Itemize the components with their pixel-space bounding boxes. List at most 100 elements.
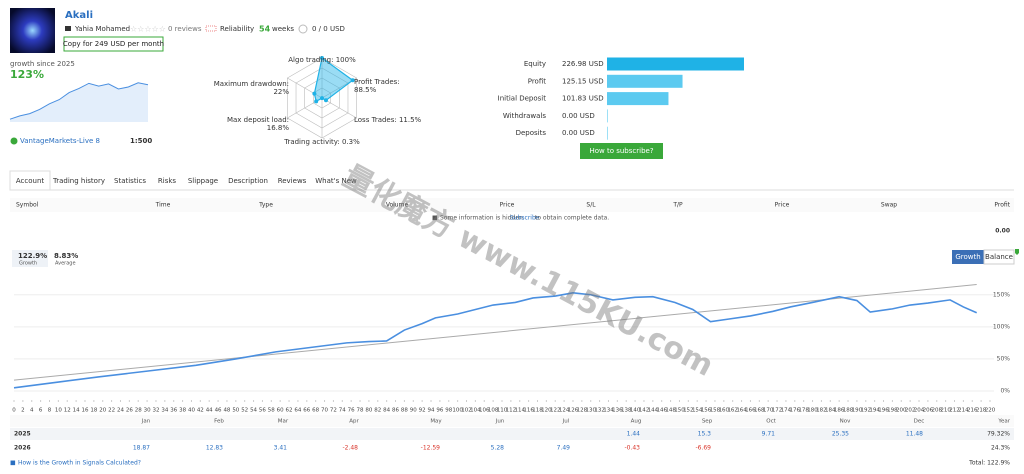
- stars: ☆☆☆☆☆: [130, 25, 166, 34]
- help-icon: ■: [10, 460, 16, 467]
- year-cell: 79.32%: [987, 431, 1010, 438]
- month-header: Jun: [495, 419, 505, 425]
- bar-value-label: 0.00 USD: [562, 112, 595, 120]
- month-header: May: [430, 419, 442, 425]
- x-tick-label: 206: [923, 408, 934, 414]
- y-tick-label: 100%: [993, 323, 1010, 330]
- year-cell: 9.71: [762, 431, 776, 438]
- flag-icon: [65, 26, 71, 31]
- subscribers: 0 / 0 USD: [312, 25, 345, 33]
- bar-label: Initial Deposit: [498, 95, 547, 103]
- x-tick-label: 64: [294, 408, 301, 414]
- x-tick-label: 38: [179, 408, 186, 414]
- x-tick-label: 44: [206, 408, 213, 414]
- x-tick-label: 72: [330, 408, 337, 414]
- bar-label: Deposits: [516, 129, 547, 137]
- year-table: Jan Feb Mar Apr May Jun Jul Aug Sep Oct Nov Dec Year…: [10, 415, 1014, 454]
- bar-value-label: 101.83 USD: [562, 95, 604, 103]
- year-row-bg: [10, 428, 1014, 440]
- x-tick-label: 26: [126, 408, 133, 414]
- x-tick-label: 146: [656, 408, 667, 414]
- x-tick-label: 78: [357, 408, 364, 414]
- year-cell: 11.48: [906, 431, 923, 438]
- mini-chart: [9, 82, 149, 122]
- table-header-bg: [10, 198, 1014, 212]
- month-header: Sep: [702, 419, 713, 425]
- x-tick-label: 220: [985, 408, 996, 414]
- x-tick-label: 180: [807, 408, 818, 414]
- mini-label: growth since 2025: [10, 60, 75, 68]
- active-tab[interactable]: [9, 170, 51, 191]
- x-tick-label: 196: [878, 408, 889, 414]
- x-tick-label: 168: [754, 408, 765, 414]
- x-tick-label: 68: [312, 408, 319, 414]
- help-link[interactable]: How is the Growth in Signals Calculated?: [18, 460, 141, 467]
- tab[interactable]: Trading history: [52, 177, 105, 185]
- x-tick-label: 18: [90, 408, 97, 414]
- tab[interactable]: What's New: [315, 177, 357, 185]
- x-tick-label: 10: [55, 408, 62, 414]
- copy-button-label[interactable]: Copy for 249 USD per month: [63, 40, 164, 48]
- tab[interactable]: Slippage: [188, 177, 218, 185]
- trend-line: [13, 283, 977, 381]
- tab[interactable]: Risks: [158, 177, 177, 185]
- x-tick-label: 170: [763, 408, 774, 414]
- reliability: Reliability: [220, 25, 254, 33]
- x-tick-label: 110: [497, 408, 508, 414]
- author: Yahia Mohamed: [74, 25, 130, 33]
- x-tick-label: 20: [99, 408, 106, 414]
- growth-button[interactable]: [952, 250, 984, 264]
- x-tick-label: 128: [577, 408, 588, 414]
- growth-value: 122.9%: [18, 252, 47, 260]
- x-tick-label: 22: [108, 408, 115, 414]
- growth-box: [12, 250, 48, 267]
- x-tick-label: 214: [958, 408, 969, 414]
- average-value: 8.83%: [54, 252, 78, 260]
- x-tick-label: 122: [550, 408, 561, 414]
- month-header: Oct: [766, 419, 776, 425]
- tab[interactable]: Description: [228, 177, 268, 185]
- x-tick-label: 42: [197, 408, 204, 414]
- subscribers-icon: [298, 24, 308, 34]
- year-cell: 3.41: [274, 445, 288, 452]
- x-tick-label: 24: [117, 408, 124, 414]
- column-header: Price: [775, 202, 790, 209]
- x-tick-label: 126: [568, 408, 579, 414]
- growth-button-label[interactable]: Growth: [955, 253, 980, 261]
- year-cell: -6.69: [695, 445, 711, 452]
- x-tick-label: 16: [81, 408, 88, 414]
- year-cell: 18.87: [133, 445, 150, 452]
- year-cell: -12.59: [421, 445, 441, 452]
- x-tick-label: 118: [532, 408, 543, 414]
- year-cell: -2.48: [342, 445, 358, 452]
- x-tick-label: 40: [188, 408, 195, 414]
- x-tick-label: 202: [905, 408, 916, 414]
- tab[interactable]: Statistics: [114, 177, 146, 185]
- balance-button-label[interactable]: Balance: [985, 253, 1013, 261]
- tab[interactable]: Account: [16, 177, 45, 185]
- subscribe-button-label[interactable]: How to subscribe?: [589, 147, 653, 155]
- x-tick-label: 96: [436, 408, 443, 414]
- year-header-bg: [10, 415, 1014, 427]
- x-tick-label: 106: [479, 408, 490, 414]
- column-header: Symbol: [16, 202, 39, 209]
- x-tick-label: 148: [665, 408, 676, 414]
- x-tick-label: 4: [30, 408, 34, 414]
- bar-value-label: 0.00 USD: [562, 129, 595, 137]
- subscribe-button[interactable]: [580, 143, 663, 159]
- x-tick-label: 102: [461, 408, 472, 414]
- x-tick-label: 216: [967, 408, 978, 414]
- month-header: Mar: [278, 419, 289, 425]
- tab[interactable]: Reviews: [278, 177, 307, 185]
- x-tick-label: 98: [445, 408, 452, 414]
- copy-button[interactable]: [63, 36, 164, 52]
- x-tick-label: 114: [514, 408, 525, 414]
- x-tick-label: 100: [452, 408, 463, 414]
- x-tick-label: 36: [170, 408, 177, 414]
- x-tick-label: 164: [736, 408, 747, 414]
- balance-button[interactable]: [983, 249, 1015, 265]
- total: Total: 122.9%: [968, 460, 1010, 467]
- x-tick-label: 52: [241, 408, 248, 414]
- notice-link[interactable]: Subscribe: [510, 215, 540, 222]
